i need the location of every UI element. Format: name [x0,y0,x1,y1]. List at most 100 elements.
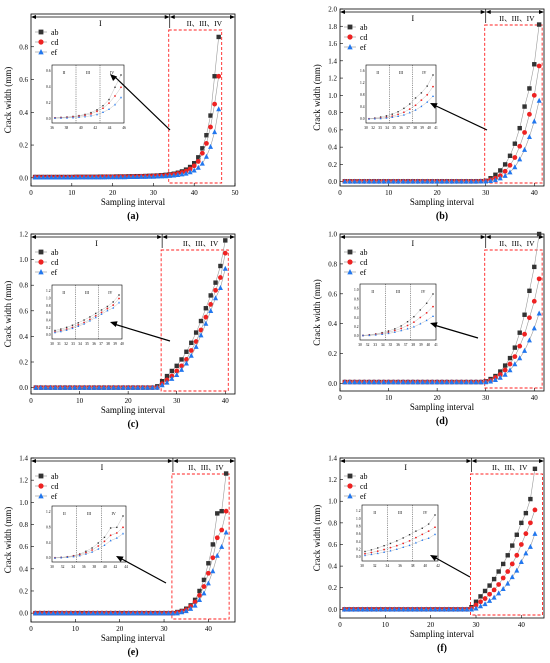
data-point-ef [342,379,348,385]
inset-stage-label: III [399,70,404,75]
inset-point-ef [414,108,417,111]
data-point-ef [414,606,420,612]
legend-marker [347,24,353,30]
inset-point-ab [434,514,436,516]
data-point-ab [216,34,221,40]
pointer-arrow-head-icon [116,556,124,562]
x-tick-label: 30 [482,394,490,402]
inset-x-tick-label: 32 [61,565,65,569]
inset-point-ab [122,515,124,517]
inset-stage-label: II [63,511,66,516]
data-point-ab [522,312,527,317]
data-point-ab [219,508,224,514]
inset-point-cd [406,324,409,327]
inset-point-cd [408,108,411,110]
inset-y-tick-label: 0.6 [46,69,51,73]
legend-label: ef [360,492,367,501]
data-point-ef [183,360,189,366]
data-point-ef [121,610,127,616]
inset-point-cd [389,546,392,549]
inset-point-ef [60,116,62,119]
inset-point-ef [83,322,86,325]
data-point-ef [212,129,218,135]
data-point-ef [509,574,515,580]
data-point-ef [505,580,511,586]
inset-point-ab [432,293,434,295]
inset-point-ab [425,302,428,304]
arrow-head-icon [31,235,36,239]
data-point-ef [86,610,92,616]
inset-series-line-ef [364,534,436,556]
data-point-cd [517,143,523,149]
data-point-ef [143,610,149,616]
data-point-ab [193,330,199,335]
y-axis-label: Crack width (mm) [312,64,322,131]
inset-point-ab [415,530,417,532]
x-tick-label: 0 [338,189,342,197]
inset-x-tick-label: 42 [436,564,440,568]
inset-point-cd [109,534,112,537]
data-point-ef [483,178,489,184]
pointer-arrow-line [119,557,167,584]
stage-label: II、III、IV [492,463,528,472]
inset-point-ef [389,549,392,552]
data-point-ef [50,610,56,616]
data-point-ab [197,588,202,594]
data-point-ef [381,379,387,385]
inset-point-ab [403,107,405,110]
inset-stage-label: II [62,290,65,295]
inset-point-cd [395,544,398,547]
data-point-ef [526,337,532,343]
inset-x-tick-label: 30 [50,565,54,569]
arrow-head-icon [169,15,175,19]
plot-frame [339,8,545,187]
plot-frame [339,457,545,619]
inset-point-ef [395,547,398,550]
legend-marker [38,473,44,479]
data-point-ef [536,97,542,103]
inset-stage-label: IV [112,511,116,516]
inset-x-tick-label: 34 [78,342,82,346]
data-point-ef [69,174,75,180]
data-point-ab [502,162,508,167]
data-point-cd [512,155,518,160]
inset-point-ab [96,109,98,111]
data-point-ef [139,610,145,616]
inset-point-ef [72,555,75,558]
highlight-box [160,249,229,392]
inset-stage-label: II [373,510,376,515]
inset-frame [51,284,123,340]
data-point-ef [197,597,203,603]
data-point-ef [213,295,219,301]
inset-point-ab [65,326,68,329]
arrow-head-icon [340,10,345,14]
data-point-ef [188,605,194,611]
stage-label: II、III、IV [187,19,223,28]
inset-point-ef [108,107,110,110]
inset-x-tick-label: 35 [389,343,393,347]
data-point-cd [473,602,479,608]
data-point-cd [518,542,524,547]
data-point-ef [523,550,529,556]
data-point-ef [437,606,443,612]
pointer-arrow-head-icon [430,103,438,109]
inset-point-ef [54,556,56,559]
inset-point-ef [84,115,86,118]
inset-point-ef [362,334,364,337]
data-point-cd [197,593,202,598]
inset-plot: 30 32 33 34 35 36 37 38 39 40 410.00.40.81.21.6 II I… [360,64,438,130]
data-point-ab [498,168,503,173]
data-point-ab [210,542,216,547]
data-point-ef [518,558,524,564]
data-point-ef [376,379,382,385]
data-point-ef [473,379,479,385]
data-point-cd [496,582,502,587]
y-tick-label: 1.0 [328,92,337,100]
inset-point-ab [400,325,402,327]
data-point-ef [110,174,116,180]
data-point-ef [130,384,136,390]
data-point-ab [507,153,513,158]
arrow-head-icon [172,459,178,463]
y-axis-label: Crack width (mm) [3,507,13,574]
